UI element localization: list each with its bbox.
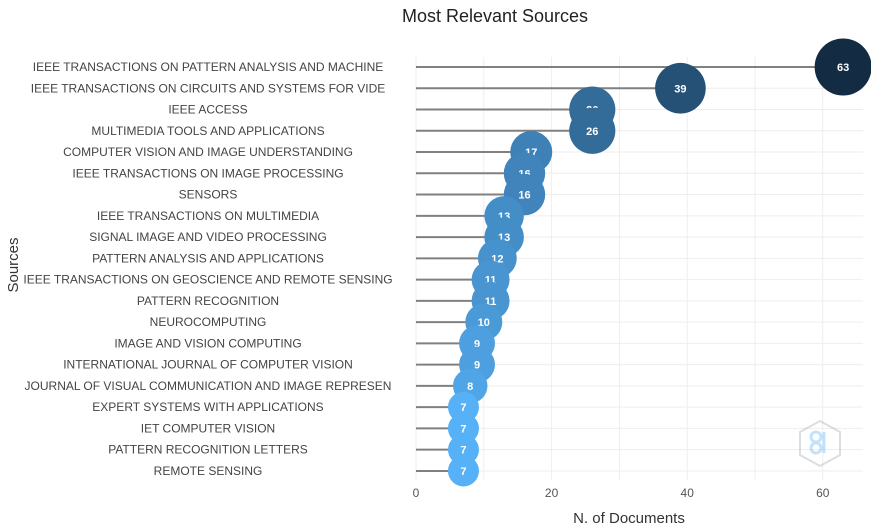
data-point-bubble [447,391,479,423]
category-label: PATTERN RECOGNITION [137,294,279,308]
data-value-label: 11 [485,275,497,287]
data-point-bubble [655,62,706,114]
data-value-label: 9 [474,360,480,372]
data-point-bubble [447,412,479,444]
category-label: IEEE TRANSACTIONS ON MULTIMEDIA [97,209,319,223]
category-label: PATTERN ANALYSIS AND APPLICATIONS [92,251,324,265]
data-value-label: 8 [467,381,473,393]
data-value-label: 7 [460,445,466,457]
category-label: PATTERN RECOGNITION LETTERS [108,443,308,457]
x-tick-layer: 0 20 40 60 [413,486,830,500]
x-tick-label: 0 [413,486,420,500]
category-label: MULTIMEDIA TOOLS AND APPLICATIONS [91,124,324,138]
data-point-bubble [569,107,616,154]
category-label: IEEE TRANSACTIONS ON PATTERN ANALYSIS AN… [33,60,384,74]
category-label: IEEE ACCESS [168,103,247,117]
data-value-label: 16 [518,190,530,202]
data-value-label: 9 [474,338,480,350]
data-point-bubble [447,434,479,466]
x-tick-label: 20 [545,486,559,500]
x-tick-label: 60 [816,486,830,500]
data-value-label: 26 [586,126,598,138]
category-label: SENSORS [179,188,238,202]
category-label: REMOTE SENSING [154,464,263,478]
x-tick-label: 40 [681,486,695,500]
chart-title: Most Relevant Sources [402,6,588,26]
data-value-label: 7 [460,466,466,478]
data-value-label: 7 [460,423,466,435]
bubble-layer: 633926261716161313121111109987777 [447,38,871,487]
category-label: IEEE TRANSACTIONS ON GEOSCIENCE AND REMO… [23,273,392,287]
category-label: IEEE TRANSACTIONS ON CIRCUITS AND SYSTEM… [31,81,386,95]
data-value-label: 39 [674,83,686,95]
data-value-label: 11 [485,296,497,308]
x-axis-title: N. of Documents [573,510,685,526]
watermark-logo-icon [799,419,841,468]
y-axis-title: Sources [5,237,22,292]
category-label: IET COMPUTER VISION [141,421,275,435]
category-label: COMPUTER VISION AND IMAGE UNDERSTANDING [63,145,353,159]
category-label: JOURNAL OF VISUAL COMMUNICATION AND IMAG… [25,379,392,393]
category-label: SIGNAL IMAGE AND VIDEO PROCESSING [89,230,327,244]
category-label: INTERNATIONAL JOURNAL OF COMPUTER VISION [63,358,353,372]
category-label: IEEE TRANSACTIONS ON IMAGE PROCESSING [72,166,343,180]
category-label: NEUROCOMPUTING [150,315,267,329]
data-value-label: 63 [837,62,849,74]
category-label: EXPERT SYSTEMS WITH APPLICATIONS [92,400,323,414]
category-label-layer: IEEE TRANSACTIONS ON PATTERN ANALYSIS AN… [23,60,392,478]
data-point-bubble [447,455,479,487]
category-label: IMAGE AND VISION COMPUTING [114,336,301,350]
data-value-label: 7 [460,402,466,414]
data-point-bubble [814,38,871,96]
